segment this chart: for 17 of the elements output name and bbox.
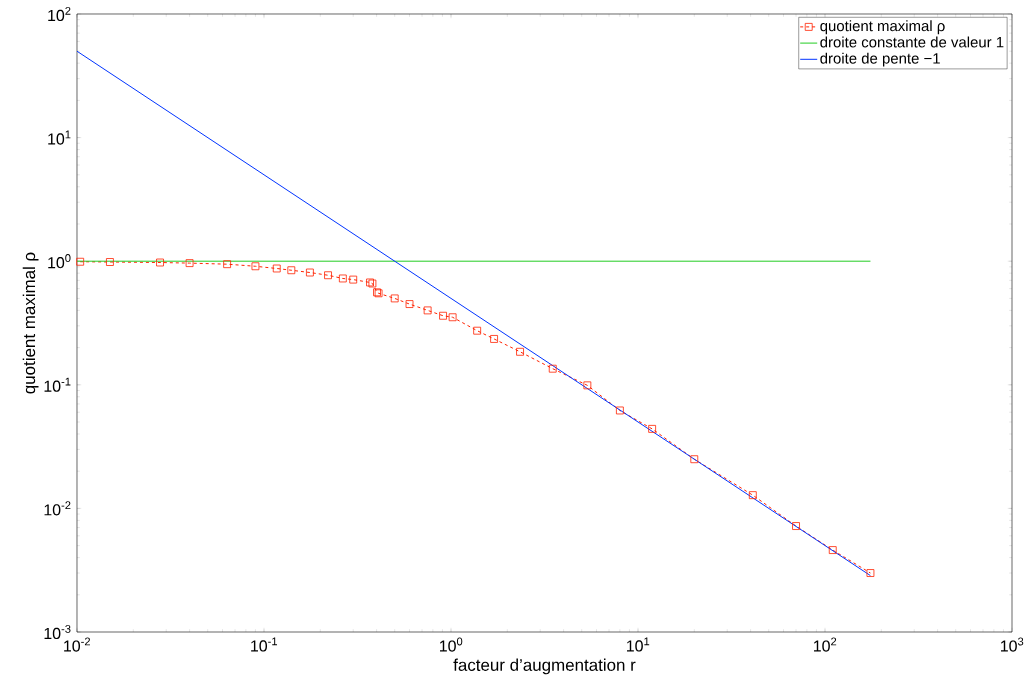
x-tick-label: 10$^{-2}$ [64,637,91,652]
y-tick-label: 10$^{1}$ [48,130,71,145]
y-tick-label: 10$^{2}$ [48,6,71,22]
legend-label: droite constante de valeur 1 [820,36,1004,48]
x-tick-label: 10$^{0}$ [440,637,463,652]
y-tick-label: 10$^{0}$ [48,254,71,269]
x-axis-title: facteur d’augmentation r [453,658,636,675]
x-tick-label: 10$^{1}$ [627,637,650,652]
x-tick-label: 10$^{3}$ [1001,637,1024,652]
legend-label: droite de pente −1 [820,52,940,67]
y-tick-label: 10$^{-2}$ [44,501,71,516]
x-tick-label: 10$^{2}$ [814,637,837,652]
x-tick-label: 10$^{-1}$ [251,637,278,652]
y-tick-label: 10$^{-1}$ [44,377,71,392]
y-tick-label: 10$^{-3}$ [44,624,71,640]
y-axis-title: quotient maximal ρ [22,252,39,394]
legend-label: quotient maximal ρ [820,20,945,35]
